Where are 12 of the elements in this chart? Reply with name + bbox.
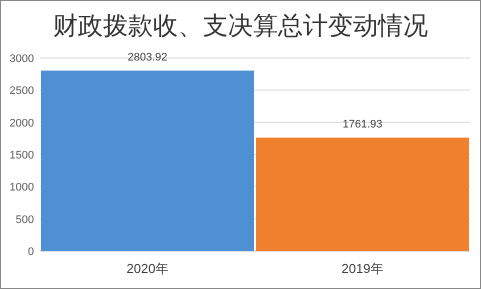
y-tick-label: 2000 — [10, 117, 34, 130]
y-tick-label: 500 — [16, 214, 34, 226]
data-label: 1761.93 — [342, 118, 382, 131]
y-tick-label: 2500 — [10, 85, 34, 98]
x-tick-label: 2020年 — [126, 261, 168, 276]
y-tick-label: 3000 — [10, 53, 34, 65]
data-label: 2803.92 — [128, 52, 168, 64]
title: 财政拨款收、支决算总计变动情况 — [53, 12, 428, 40]
x-tick-label: 2019年 — [342, 261, 384, 276]
y-tick-label: 0 — [28, 246, 34, 258]
y-tick-label: 1000 — [10, 182, 34, 194]
y-tick-label: 1500 — [10, 150, 34, 162]
